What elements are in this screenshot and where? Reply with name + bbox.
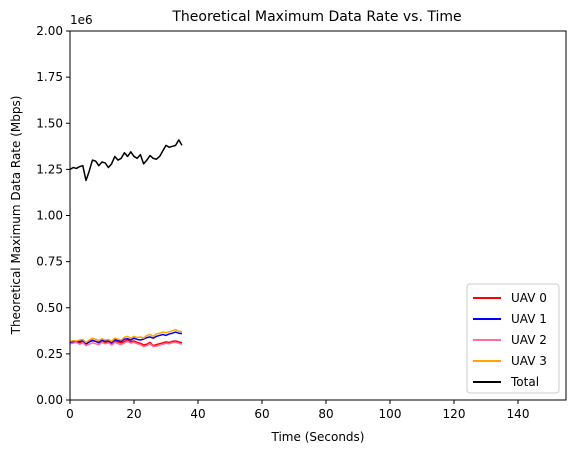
y-tick-label: 1.50 — [36, 116, 63, 130]
y-axis-ticks: 0.00 0.25 0.50 0.75 1.00 1.25 1.50 1.75 2.00 — [36, 24, 70, 407]
y-tick-label: 0.25 — [36, 347, 63, 361]
legend-label-uav-0: UAV 0 — [511, 291, 547, 305]
y-axis-offset-label: 1e6 — [70, 13, 93, 27]
y-axis-label: Theoretical Maximum Data Rate (Mbps) — [9, 96, 23, 336]
legend-label-total: Total — [510, 375, 539, 389]
y-tick-label: 0.50 — [36, 301, 63, 315]
y-tick-label: 1.00 — [36, 209, 63, 223]
series-line-total — [69, 139, 183, 182]
legend-label-uav-3: UAV 3 — [511, 354, 547, 368]
chart-title: Theoretical Maximum Data Rate vs. Time — [171, 9, 461, 25]
x-tick-label: 60 — [254, 407, 269, 421]
x-tick-label: 100 — [379, 407, 402, 421]
x-axis-ticks: 0 20 40 60 80 100 120 140 — [66, 400, 529, 421]
series-line-uav-1 — [69, 331, 183, 345]
legend-box — [466, 283, 560, 394]
x-axis-label: Time (Seconds) — [271, 430, 365, 444]
legend-label-uav-1: UAV 1 — [511, 312, 547, 326]
series-line-uav-2 — [69, 340, 183, 348]
plot-area-frame — [69, 30, 567, 401]
y-tick-label: 0.00 — [36, 393, 63, 407]
x-tick-label: 80 — [318, 407, 333, 421]
legend: UAV 0 UAV 1 UAV 2 UAV 3 Total — [466, 283, 560, 394]
series-layer — [69, 139, 183, 348]
x-tick-label: 20 — [126, 407, 141, 421]
y-tick-label: 1.75 — [36, 70, 63, 84]
series-line-uav-3 — [69, 328, 183, 344]
x-tick-label: 40 — [190, 407, 205, 421]
y-tick-label: 0.75 — [36, 255, 63, 269]
y-tick-label: 2.00 — [36, 24, 63, 38]
x-tick-label: 120 — [443, 407, 466, 421]
x-tick-label: 0 — [66, 407, 74, 421]
legend-label-uav-2: UAV 2 — [511, 333, 547, 347]
x-tick-label: 140 — [507, 407, 530, 421]
y-tick-label: 1.25 — [36, 162, 63, 176]
